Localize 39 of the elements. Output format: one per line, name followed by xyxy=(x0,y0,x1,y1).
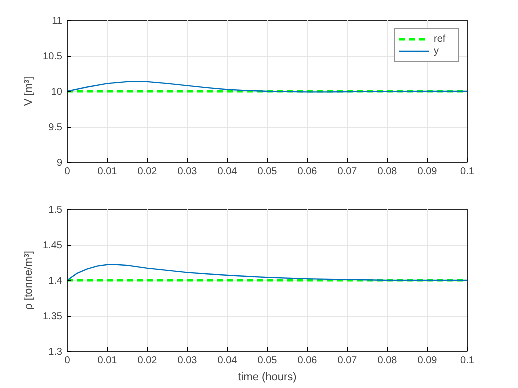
x-tick-label: 0.07 xyxy=(338,166,358,178)
y-tick-label: 9 xyxy=(56,158,63,169)
y-tick-label: 1.45 xyxy=(43,240,63,252)
x-tick-label: 0.01 xyxy=(98,356,118,366)
y-tick-label: 1.35 xyxy=(43,312,63,322)
x-tick-label: 0.02 xyxy=(138,356,158,366)
x-tick-label: 0.03 xyxy=(178,166,198,178)
x-tick-label: 0 xyxy=(64,356,71,366)
x-tick-label: 0 xyxy=(64,166,71,178)
x-tick-label: 0.01 xyxy=(98,166,118,178)
x-tick-label: 0.04 xyxy=(218,166,238,178)
x-tick-label: 0.06 xyxy=(298,356,318,366)
y-axis-title: V [m³] xyxy=(23,76,36,106)
x-tick-label: 0.02 xyxy=(138,166,158,178)
y-tick-label: 9.5 xyxy=(48,122,63,134)
x-axis-title: time (hours) xyxy=(238,372,297,384)
line-series xyxy=(68,80,468,93)
y-tick-label: 1.5 xyxy=(48,205,63,216)
x-tick-label: 0.09 xyxy=(418,166,438,178)
x-tick-label: 0.04 xyxy=(218,356,238,366)
x-tick-label: 0.05 xyxy=(258,166,278,178)
x-tick-label: 0.08 xyxy=(378,356,398,366)
x-tick-label: 0.09 xyxy=(418,356,438,366)
legend-label: y xyxy=(434,45,440,57)
y-tick-label: 1.4 xyxy=(48,276,63,287)
x-tick-label: 0.03 xyxy=(178,356,198,366)
y-tick-label: 10 xyxy=(51,87,63,98)
line-series xyxy=(68,264,468,282)
x-tick-label: 0.06 xyxy=(298,166,318,178)
y-tick-label: 10.5 xyxy=(43,52,63,62)
x-tick-label: 0.08 xyxy=(378,166,398,178)
x-tick-label: 0.05 xyxy=(258,356,278,366)
legend-label: ref xyxy=(434,33,447,45)
x-tick-label: 0.1 xyxy=(460,356,475,366)
y-tick-label: 11 xyxy=(52,16,63,27)
y-tick-label: 1.3 xyxy=(48,347,63,358)
y-axis-title: ρ [tonne/m³] xyxy=(23,251,36,310)
x-tick-label: 0.07 xyxy=(338,356,358,366)
x-tick-label: 0.1 xyxy=(460,166,475,178)
